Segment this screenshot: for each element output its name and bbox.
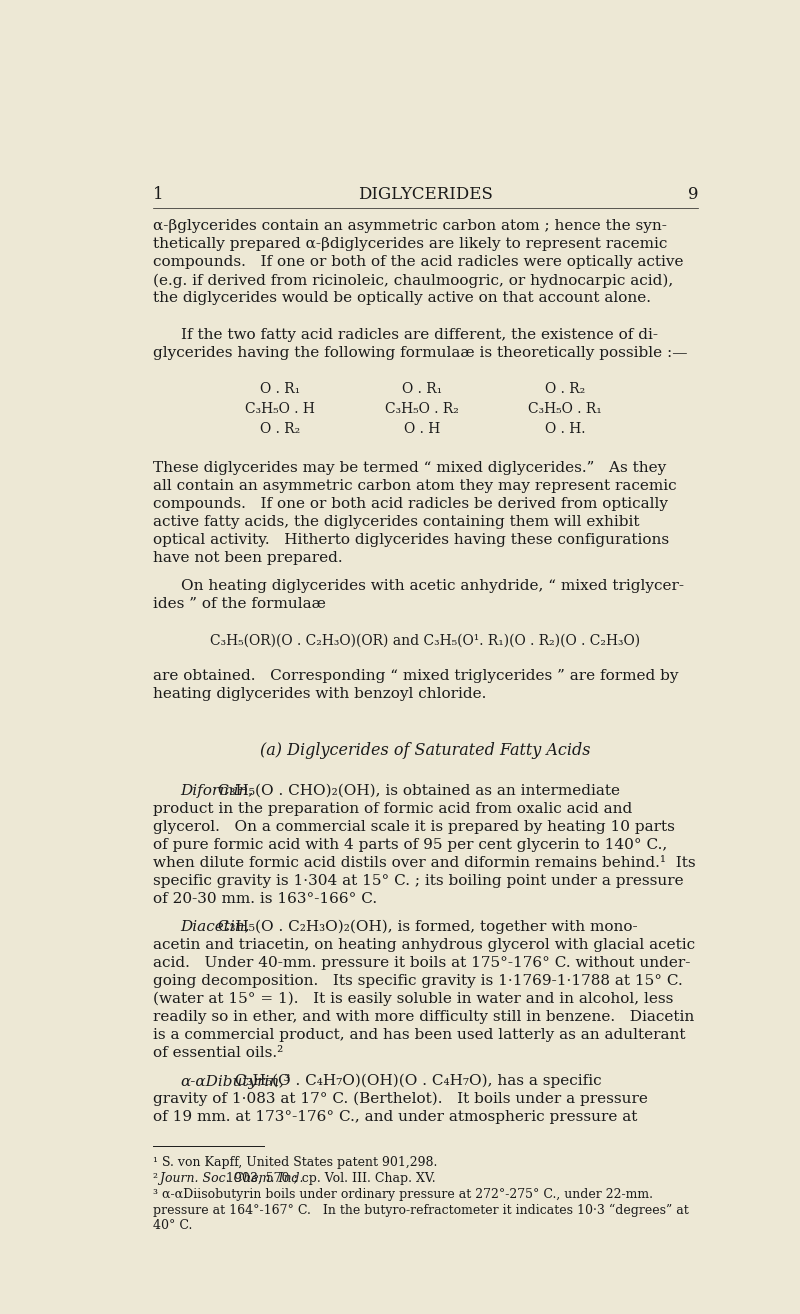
Text: 1: 1 bbox=[153, 187, 163, 202]
Text: Diformin,: Diformin, bbox=[181, 783, 254, 798]
Text: going decomposition.   Its specific gravity is 1·1769-1·1788 at 15° C.: going decomposition. Its specific gravit… bbox=[153, 974, 682, 988]
Text: is a commercial product, and has been used latterly as an adulterant: is a commercial product, and has been us… bbox=[153, 1028, 685, 1042]
Text: glycerol.   On a commercial scale it is prepared by heating 10 parts: glycerol. On a commercial scale it is pr… bbox=[153, 820, 674, 833]
Text: when dilute formic acid distils over and diformin remains behind.¹  Its: when dilute formic acid distils over and… bbox=[153, 855, 695, 870]
Text: Diacetin,: Diacetin, bbox=[181, 920, 250, 934]
Text: glycerides having the following formulaæ is theoretically possible :—: glycerides having the following formulaæ… bbox=[153, 346, 687, 360]
Text: ³ α-αDiisobutyrin boils under ordinary pressure at 272°-275° C., under 22-mm.: ³ α-αDiisobutyrin boils under ordinary p… bbox=[153, 1188, 653, 1201]
Text: have not been prepared.: have not been prepared. bbox=[153, 551, 342, 565]
Text: optical activity.   Hitherto diglycerides having these configurations: optical activity. Hitherto diglycerides … bbox=[153, 533, 669, 547]
Text: pressure at 164°-167° C.   In the butyro-refractometer it indicates 10·3 “degree: pressure at 164°-167° C. In the butyro-r… bbox=[153, 1204, 689, 1217]
Text: DIGLYCERIDES: DIGLYCERIDES bbox=[358, 187, 493, 202]
Text: (e.g. if derived from ricinoleic, chaulmoogric, or hydnocarpic acid),: (e.g. if derived from ricinoleic, chaulm… bbox=[153, 273, 673, 288]
Text: active fatty acids, the diglycerides containing them will exhibit: active fatty acids, the diglycerides con… bbox=[153, 515, 639, 528]
Text: O . R₁: O . R₁ bbox=[402, 382, 442, 396]
Text: of essential oils.²: of essential oils.² bbox=[153, 1046, 283, 1060]
Text: C₃H₅(O . CHO)₂(OH), is obtained as an intermediate: C₃H₅(O . CHO)₂(OH), is obtained as an in… bbox=[213, 783, 619, 798]
Text: C₃H₅(OR)(O . C₂H₃O)(OR) and C₃H₅(O¹. R₁)(O . R₂)(O . C₂H₃O): C₃H₅(OR)(O . C₂H₃O)(OR) and C₃H₅(O¹. R₁)… bbox=[210, 633, 641, 648]
Text: of 19 mm. at 173°-176° C., and under atmospheric pressure at: of 19 mm. at 173°-176° C., and under atm… bbox=[153, 1110, 637, 1123]
Text: specific gravity is 1·304 at 15° C. ; its boiling point under a pressure: specific gravity is 1·304 at 15° C. ; it… bbox=[153, 874, 683, 887]
Text: thetically prepared α-βdiglycerides are likely to represent racemic: thetically prepared α-βdiglycerides are … bbox=[153, 238, 667, 251]
Text: heating diglycerides with benzoyl chloride.: heating diglycerides with benzoyl chlori… bbox=[153, 687, 486, 702]
Text: acetin and triacetin, on heating anhydrous glycerol with glacial acetic: acetin and triacetin, on heating anhydro… bbox=[153, 938, 695, 951]
Text: These diglycerides may be termed “ mixed diglycerides.”   As they: These diglycerides may be termed “ mixed… bbox=[153, 461, 666, 474]
Text: C₃H₅O . R₂: C₃H₅O . R₂ bbox=[386, 402, 459, 417]
Text: (water at 15° = 1).   It is easily soluble in water and in alcohol, less: (water at 15° = 1). It is easily soluble… bbox=[153, 992, 673, 1007]
Text: Journ. Soc. Chem. Ind.: Journ. Soc. Chem. Ind. bbox=[156, 1172, 303, 1185]
Text: ²: ² bbox=[153, 1172, 158, 1185]
Text: If the two fatty acid radicles are different, the existence of di-: If the two fatty acid radicles are diffe… bbox=[181, 327, 658, 342]
Text: C₃H₅O . R₁: C₃H₅O . R₁ bbox=[528, 402, 602, 417]
Text: C₃H₅O . H: C₃H₅O . H bbox=[245, 402, 314, 417]
Text: ides ” of the formulaæ: ides ” of the formulaæ bbox=[153, 597, 326, 611]
Text: of pure formic acid with 4 parts of 95 per cent glycerin to 140° C.,: of pure formic acid with 4 parts of 95 p… bbox=[153, 837, 667, 851]
Text: O . R₂: O . R₂ bbox=[260, 422, 300, 436]
Text: O . R₂: O . R₂ bbox=[545, 382, 585, 396]
Text: compounds.   If one or both acid radicles be derived from optically: compounds. If one or both acid radicles … bbox=[153, 497, 668, 511]
Text: of 20-30 mm. is 163°-166° C.: of 20-30 mm. is 163°-166° C. bbox=[153, 892, 377, 905]
Text: readily so in ether, and with more difficulty still in benzene.   Diacetin: readily so in ether, and with more diffi… bbox=[153, 1009, 694, 1024]
Text: the diglycerides would be optically active on that account alone.: the diglycerides would be optically acti… bbox=[153, 292, 650, 305]
Text: are obtained.   Corresponding “ mixed triglycerides ” are formed by: are obtained. Corresponding “ mixed trig… bbox=[153, 669, 678, 683]
Text: α-βglycerides contain an asymmetric carbon atom ; hence the syn-: α-βglycerides contain an asymmetric carb… bbox=[153, 219, 666, 234]
Text: α-αDibutyrin,³: α-αDibutyrin,³ bbox=[181, 1074, 290, 1089]
Text: ¹ S. von Kapff, United States patent 901,298.: ¹ S. von Kapff, United States patent 901… bbox=[153, 1156, 437, 1169]
Text: O . H: O . H bbox=[404, 422, 441, 436]
Text: product in the preparation of formic acid from oxalic acid and: product in the preparation of formic aci… bbox=[153, 802, 632, 816]
Text: (a) Diglycerides of Saturated Fatty Acids: (a) Diglycerides of Saturated Fatty Acid… bbox=[260, 742, 590, 759]
Text: O . H.: O . H. bbox=[545, 422, 586, 436]
Text: On heating diglycerides with acetic anhydride, “ mixed triglycer-: On heating diglycerides with acetic anhy… bbox=[181, 579, 683, 593]
Text: all contain an asymmetric carbon atom they may represent racemic: all contain an asymmetric carbon atom th… bbox=[153, 478, 676, 493]
Text: 40° C.: 40° C. bbox=[153, 1219, 192, 1233]
Text: 1903, 570 ; cp. Vol. III. Chap. XV.: 1903, 570 ; cp. Vol. III. Chap. XV. bbox=[222, 1172, 436, 1185]
Text: C₃H₅(O . C₂H₃O)₂(OH), is formed, together with mono-: C₃H₅(O . C₂H₃O)₂(OH), is formed, togethe… bbox=[213, 920, 637, 934]
Text: 9: 9 bbox=[688, 187, 698, 202]
Text: C₃H₅(O . C₄H₇O)(OH)(O . C₄H₇O), has a specific: C₃H₅(O . C₄H₇O)(OH)(O . C₄H₇O), has a sp… bbox=[230, 1074, 602, 1088]
Text: gravity of 1·083 at 17° C. (Berthelot).   It boils under a pressure: gravity of 1·083 at 17° C. (Berthelot). … bbox=[153, 1092, 647, 1106]
Text: O . R₁: O . R₁ bbox=[260, 382, 300, 396]
Text: compounds.   If one or both of the acid radicles were optically active: compounds. If one or both of the acid ra… bbox=[153, 255, 683, 269]
Text: acid.   Under 40-mm. pressure it boils at 175°-176° C. without under-: acid. Under 40-mm. pressure it boils at … bbox=[153, 955, 690, 970]
